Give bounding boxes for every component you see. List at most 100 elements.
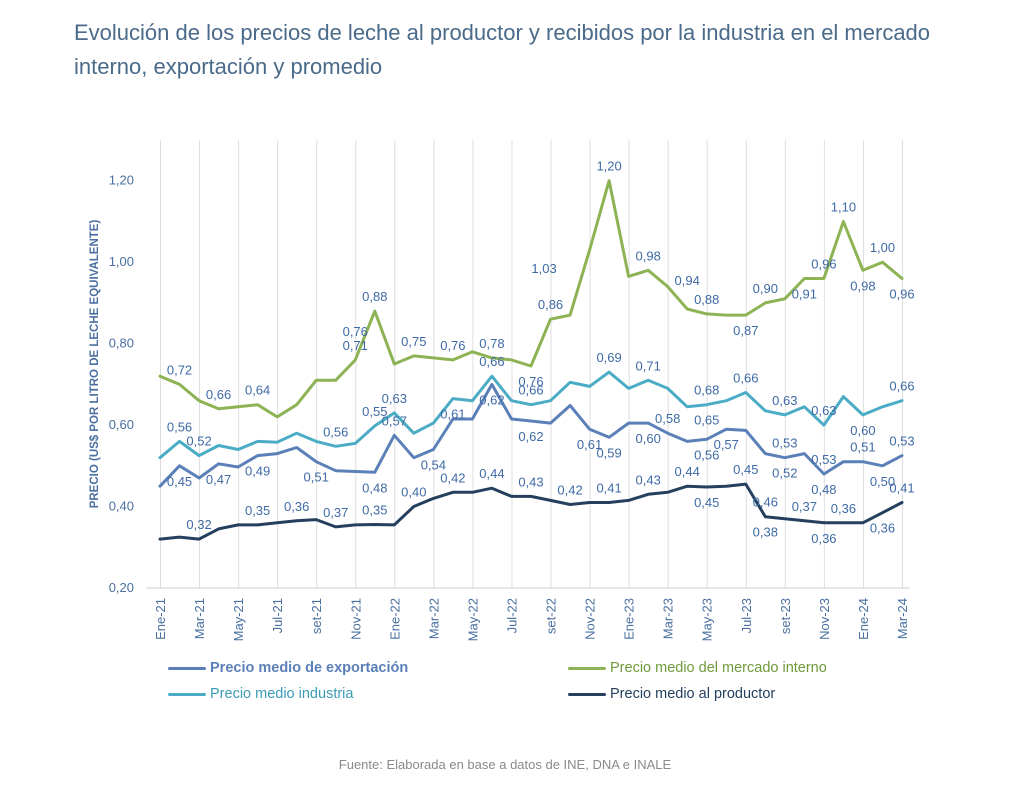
data-label: 0,40 bbox=[401, 485, 426, 500]
x-tick-label: Jul-22 bbox=[504, 598, 519, 633]
data-label: 1,10 bbox=[831, 199, 856, 214]
x-tick-label: Ene-22 bbox=[387, 598, 402, 640]
data-label: 0,59 bbox=[596, 445, 621, 460]
data-label: 0,53 bbox=[811, 452, 836, 467]
data-label: 0,76 bbox=[440, 338, 465, 353]
data-label: 0,49 bbox=[245, 464, 270, 479]
y-tick-label: 0,60 bbox=[109, 417, 134, 432]
data-label: 0,44 bbox=[479, 466, 504, 481]
data-label: 0,42 bbox=[440, 470, 465, 485]
data-label: 0,58 bbox=[655, 411, 680, 426]
data-label: 0,96 bbox=[811, 256, 836, 271]
data-label: 0,45 bbox=[733, 462, 758, 477]
data-label: 0,38 bbox=[753, 525, 778, 540]
data-label: 0,62 bbox=[518, 429, 543, 444]
data-label: 0,51 bbox=[850, 440, 875, 455]
y-tick-label: 0,80 bbox=[109, 336, 134, 351]
data-label: 0,56 bbox=[323, 424, 348, 439]
data-label: 0,61 bbox=[440, 407, 465, 422]
x-tick-label: Mar-22 bbox=[426, 598, 441, 639]
data-label: 0,66 bbox=[733, 371, 758, 386]
data-label: 0,44 bbox=[675, 464, 700, 479]
data-label: 0,88 bbox=[694, 292, 719, 307]
data-label: 0,41 bbox=[596, 480, 621, 495]
data-label: 0,57 bbox=[714, 437, 739, 452]
data-label: 0,66 bbox=[889, 379, 914, 394]
data-label: 0,48 bbox=[362, 480, 387, 495]
x-tick-label: Mar-24 bbox=[895, 598, 910, 639]
x-tick-label: set-22 bbox=[544, 598, 559, 634]
x-tick-label: Mar-21 bbox=[192, 598, 207, 639]
data-labels: 0,720,640,710,760,880,75 0,76 0,780,760,86… bbox=[167, 159, 915, 546]
data-label: 0,66 bbox=[479, 354, 504, 369]
x-tick-label: Nov-21 bbox=[348, 598, 363, 640]
x-tick-label: May-23 bbox=[700, 598, 715, 641]
legend-swatch bbox=[568, 666, 606, 670]
x-tick-label: Nov-22 bbox=[583, 598, 598, 640]
data-label: 0,91 bbox=[792, 286, 817, 301]
series-line bbox=[158, 370, 904, 460]
series-line bbox=[158, 482, 904, 541]
data-label: 0,71 bbox=[636, 358, 661, 373]
data-label: 0,36 bbox=[284, 499, 309, 514]
data-label: 0,35 bbox=[245, 503, 270, 518]
data-label: 0,96 bbox=[889, 286, 914, 301]
x-tick-label: Nov-23 bbox=[817, 598, 832, 640]
data-label: 0,88 bbox=[362, 289, 387, 304]
x-tick-label: set-21 bbox=[309, 598, 324, 634]
data-label: 0,76 bbox=[343, 324, 368, 339]
x-tick-label: Jul-23 bbox=[739, 598, 754, 633]
data-label: 0,62 bbox=[479, 392, 504, 407]
data-label: 0,63 bbox=[772, 393, 797, 408]
data-label: 0,64 bbox=[245, 383, 270, 398]
data-label: 0,71 bbox=[343, 338, 368, 353]
data-label: 0,43 bbox=[636, 472, 661, 487]
data-label: 1,20 bbox=[596, 159, 621, 174]
data-label: 0,56 bbox=[694, 447, 719, 462]
series-lines bbox=[158, 179, 904, 541]
data-label: 1,03 bbox=[531, 261, 556, 276]
legend-item-exportacion: Precio medio de exportación bbox=[168, 660, 408, 676]
legend-label: Precio medio de exportación bbox=[210, 660, 409, 676]
data-label: 0,37 bbox=[323, 505, 348, 520]
data-label: 0,86 bbox=[538, 297, 563, 312]
x-tick-label: Ene-24 bbox=[856, 598, 871, 640]
x-tick-label: Mar-23 bbox=[661, 598, 676, 639]
series-line bbox=[158, 179, 904, 419]
data-label: 0,66 bbox=[518, 383, 543, 398]
legend-label: Precio medio del mercado interno bbox=[610, 660, 827, 676]
data-label: 0,36 bbox=[870, 521, 895, 536]
y-tick-label: 1,00 bbox=[109, 254, 134, 269]
x-tick-label: set-23 bbox=[778, 598, 793, 634]
data-label: 0,65 bbox=[694, 413, 719, 428]
source-note: Fuente: Elaborada en base a datos de INE… bbox=[338, 757, 672, 772]
data-label: 0,43 bbox=[518, 474, 543, 489]
data-label: 0,66 bbox=[206, 387, 231, 402]
data-label: 0,50 bbox=[870, 474, 895, 489]
data-label: 0,37 bbox=[792, 499, 817, 514]
data-label: 0,60 bbox=[850, 423, 875, 438]
data-label: 0,45 bbox=[694, 495, 719, 510]
data-label: 0,72 bbox=[167, 362, 192, 377]
legend-label: Precio medio al productor bbox=[610, 686, 776, 702]
data-label: 0,68 bbox=[694, 383, 719, 398]
data-label: 0,78 bbox=[479, 336, 504, 351]
data-label: 0,75 bbox=[401, 334, 426, 349]
x-tick-label: Jul-21 bbox=[270, 598, 285, 633]
legend-swatch bbox=[168, 692, 206, 696]
chart-title: Evolución de los precios de leche al pro… bbox=[74, 20, 931, 79]
data-label: 0,52 bbox=[772, 466, 797, 481]
data-label: 0,53 bbox=[772, 436, 797, 451]
data-label: 0,46 bbox=[753, 495, 778, 510]
data-label: 0,57 bbox=[382, 413, 407, 428]
data-label: 0,69 bbox=[596, 350, 621, 365]
data-label: 0,45 bbox=[167, 474, 192, 489]
data-label: 0,32 bbox=[186, 517, 211, 532]
y-axis-title: PRECIO (US$ POR LITRO DE LECHE EQUIVALEN… bbox=[89, 220, 101, 509]
data-label: 0,42 bbox=[557, 483, 582, 498]
legend-swatch bbox=[168, 666, 206, 670]
data-label: 0,94 bbox=[675, 273, 700, 288]
data-label: 0,48 bbox=[811, 482, 836, 497]
data-label: 0,36 bbox=[831, 501, 856, 516]
data-label: 0,56 bbox=[167, 419, 192, 434]
